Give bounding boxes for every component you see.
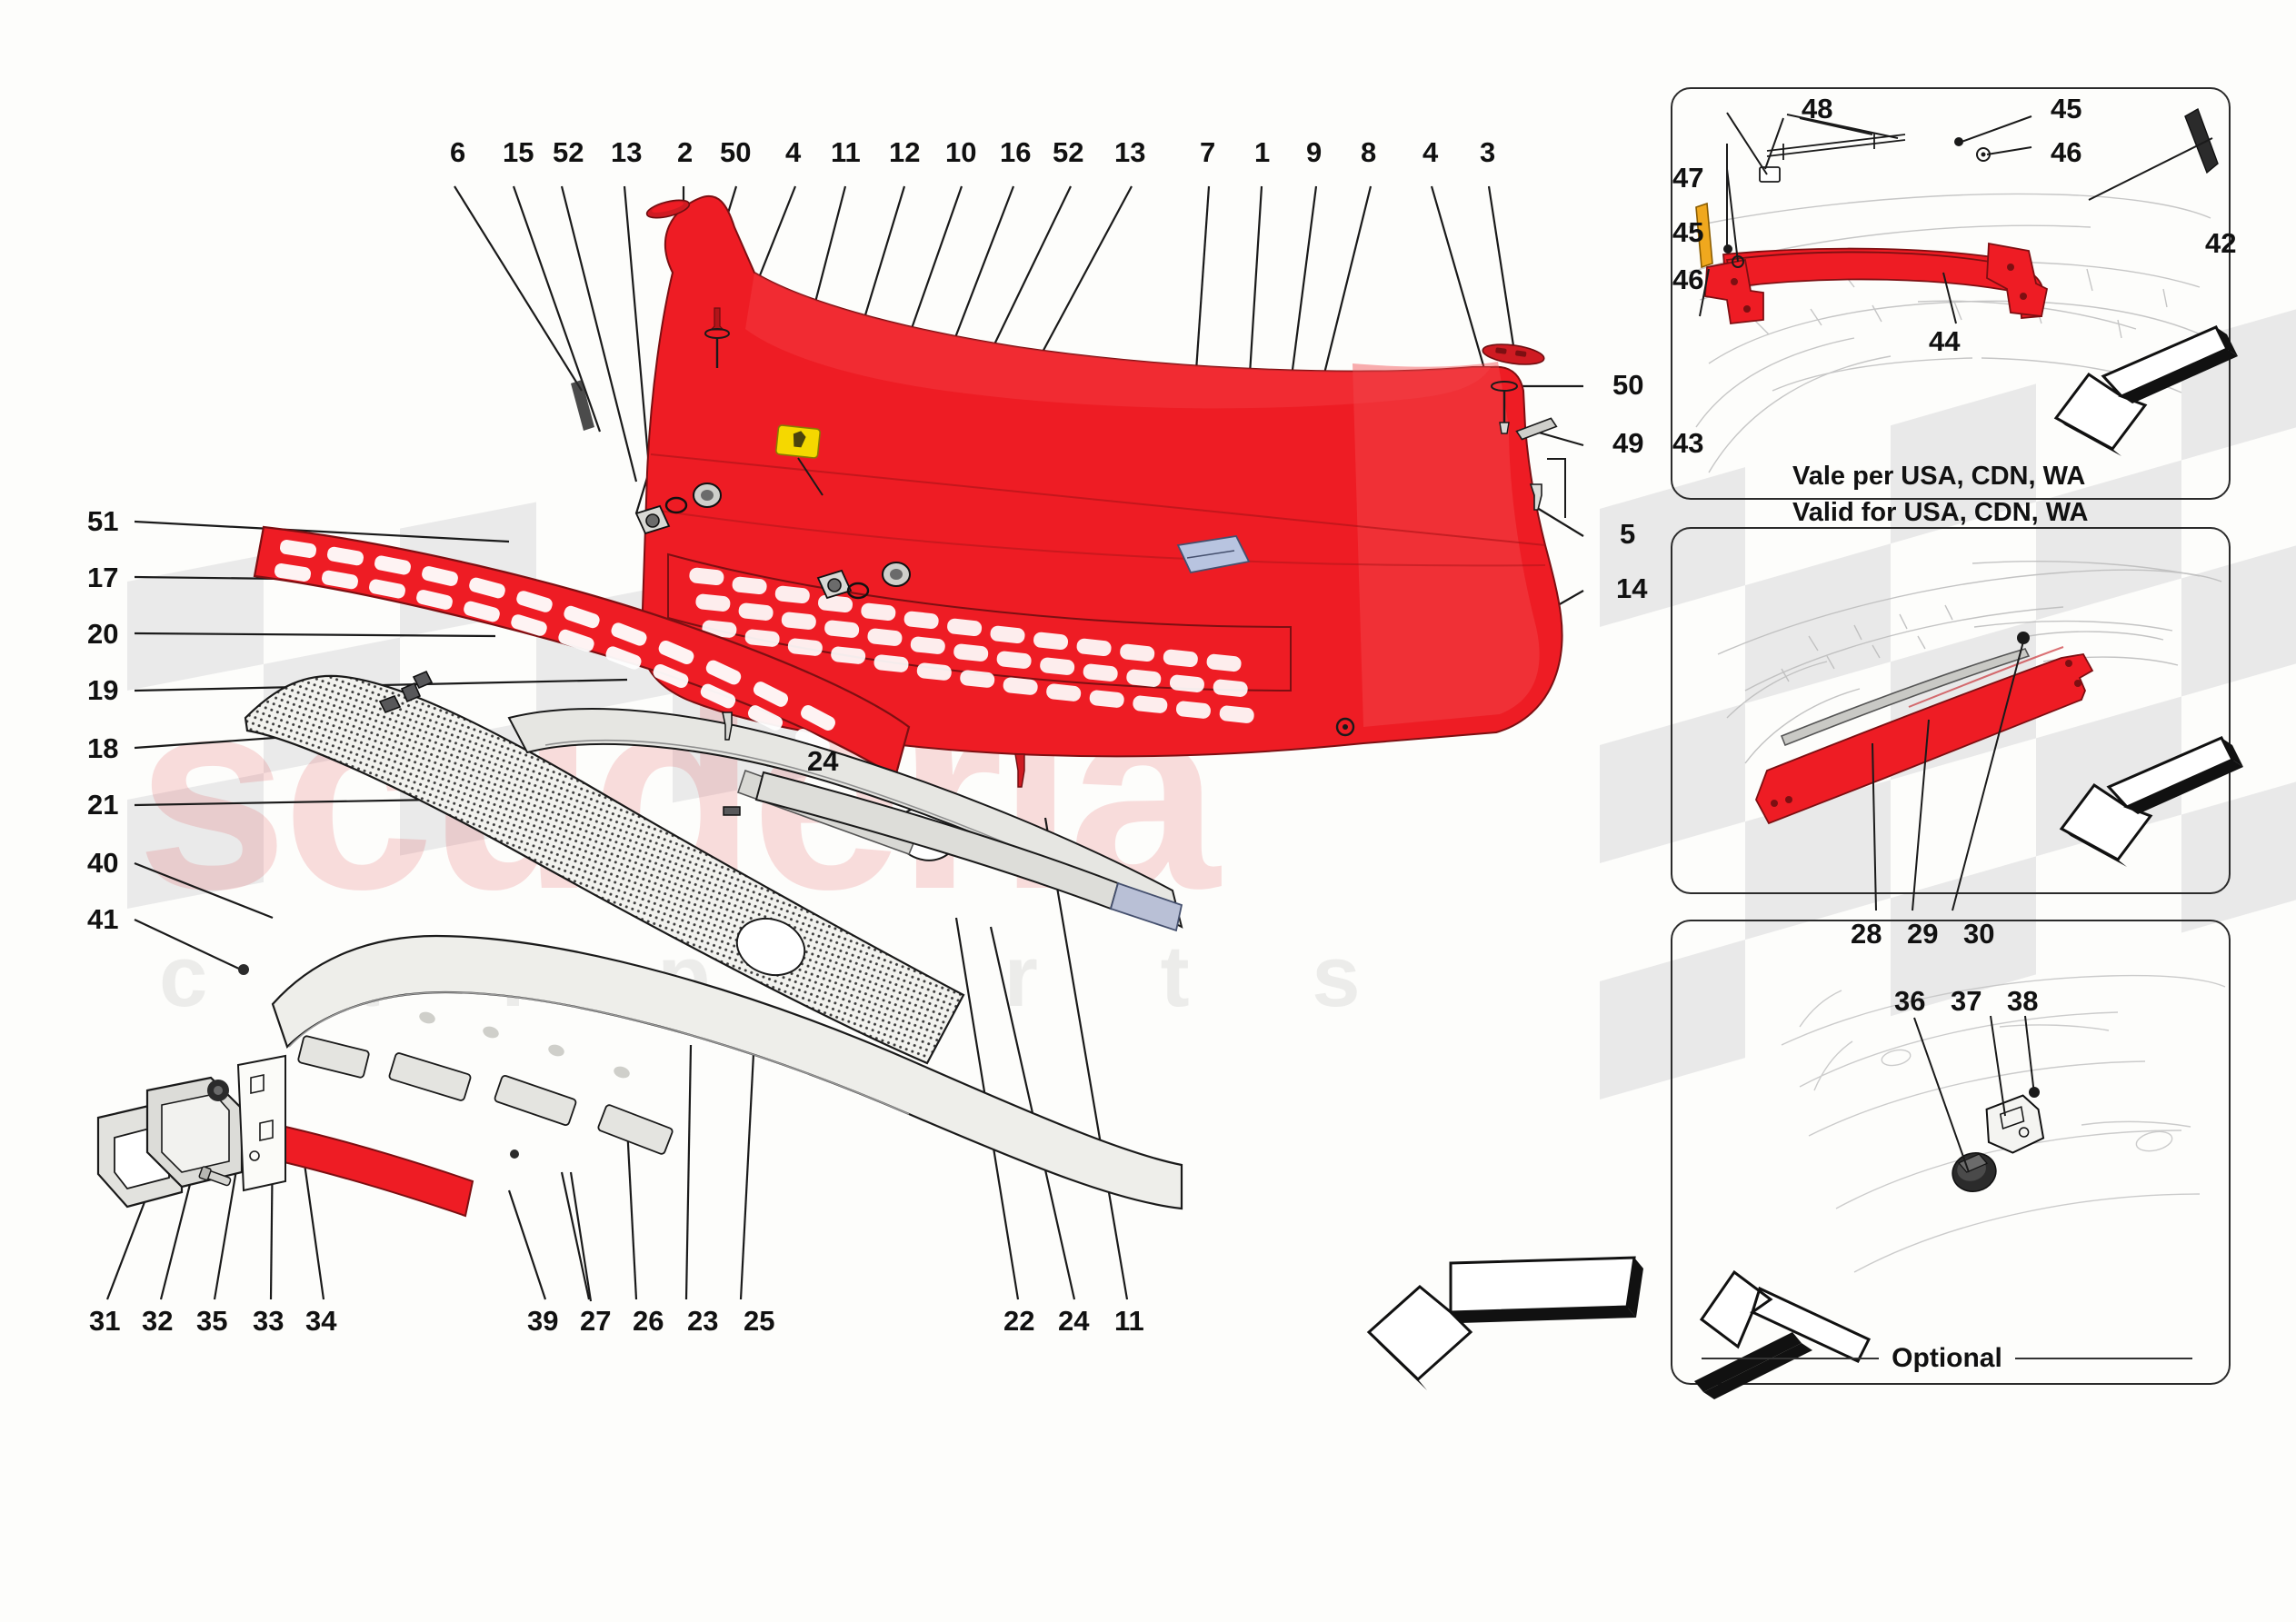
callout-14: 14 <box>1616 572 1648 604</box>
callout-20: 20 <box>87 618 119 650</box>
callout-10: 10 <box>945 136 977 168</box>
usa-caption-line1: Vale per USA, CDN, WA <box>1792 462 2086 491</box>
callout-9: 9 <box>1306 136 1323 168</box>
callout-50-a: 50 <box>720 136 752 168</box>
callout-12: 12 <box>889 136 921 168</box>
trim-inset-panel <box>1671 527 2231 894</box>
callout-33: 33 <box>253 1305 285 1337</box>
optional-inset-panel <box>1671 920 2231 1385</box>
panel3-callout-37: 37 <box>1951 985 1982 1017</box>
panel1-callout-43: 43 <box>1672 427 1704 459</box>
panel1-callout-46-b: 46 <box>1672 264 1704 295</box>
orientation-arrow-usa <box>2053 325 2238 456</box>
callout-6: 6 <box>450 136 466 168</box>
callout-2: 2 <box>677 136 694 168</box>
orientation-arrow-optional <box>1694 1269 1872 1399</box>
callout-4-a: 4 <box>785 136 802 168</box>
callout-52-a: 52 <box>553 136 584 168</box>
callout-34: 34 <box>305 1305 337 1337</box>
callout-52-b: 52 <box>1053 136 1084 168</box>
optional-caption: Optional <box>1702 1343 2192 1374</box>
panel3-callout-36: 36 <box>1894 985 1926 1017</box>
callout-32: 32 <box>142 1305 174 1337</box>
panel2-callout-28: 28 <box>1851 918 1882 950</box>
callout-1: 1 <box>1254 136 1271 168</box>
callout-13-b: 13 <box>1114 136 1146 168</box>
panel1-callout-48: 48 <box>1802 93 1833 124</box>
panel1-callout-45-a: 45 <box>2051 93 2082 124</box>
callout-25: 25 <box>744 1305 775 1337</box>
ferrari-badge <box>775 424 824 496</box>
callout-19: 19 <box>87 674 119 706</box>
callout-24-bottom: 24 <box>1058 1305 1090 1337</box>
callout-24-interior: 24 <box>807 745 839 777</box>
callout-4-b: 4 <box>1423 136 1439 168</box>
callout-35: 35 <box>196 1305 228 1337</box>
panel2-callout-30: 30 <box>1963 918 1995 950</box>
panel1-callout-46-a: 46 <box>2051 136 2082 168</box>
callout-11-b: 11 <box>1114 1305 1144 1337</box>
callout-16: 16 <box>1000 136 1032 168</box>
callout-31: 31 <box>89 1305 121 1337</box>
optional-rule-left <box>1702 1358 1880 1359</box>
orientation-arrow-trim <box>2059 736 2243 867</box>
callout-22: 22 <box>1003 1305 1035 1337</box>
panel3-callout-38: 38 <box>2007 985 2039 1017</box>
callout-13-a: 13 <box>611 136 643 168</box>
callout-5: 5 <box>1620 518 1636 550</box>
callout-21: 21 <box>87 789 119 821</box>
callout-17: 17 <box>87 562 119 593</box>
usa-inset-panel <box>1671 87 2231 500</box>
callout-11-a: 11 <box>831 136 861 168</box>
callout-50-b: 50 <box>1612 369 1644 401</box>
usa-caption-line2: Valid for USA, CDN, WA <box>1792 498 2089 527</box>
panel1-callout-47: 47 <box>1672 162 1704 194</box>
orientation-arrow-main <box>1366 1256 1643 1390</box>
callout-26: 26 <box>633 1305 664 1337</box>
callout-51: 51 <box>87 505 119 537</box>
panel1-callout-45-b: 45 <box>1672 216 1704 248</box>
panel1-callout-42: 42 <box>2205 227 2237 259</box>
callout-40: 40 <box>87 847 119 879</box>
callout-41: 41 <box>87 903 119 935</box>
optional-rule-right <box>2014 1358 2192 1359</box>
optional-label: Optional <box>1892 1343 2002 1373</box>
callout-15: 15 <box>503 136 534 168</box>
panel1-callout-44: 44 <box>1929 325 1961 357</box>
callout-39: 39 <box>527 1305 559 1337</box>
callout-23: 23 <box>687 1305 719 1337</box>
panel2-callout-29: 29 <box>1907 918 1939 950</box>
callout-3: 3 <box>1480 136 1496 168</box>
callout-18: 18 <box>87 732 119 764</box>
callout-27: 27 <box>580 1305 612 1337</box>
callout-49: 49 <box>1612 427 1644 459</box>
callout-7: 7 <box>1200 136 1216 168</box>
callout-8: 8 <box>1361 136 1377 168</box>
